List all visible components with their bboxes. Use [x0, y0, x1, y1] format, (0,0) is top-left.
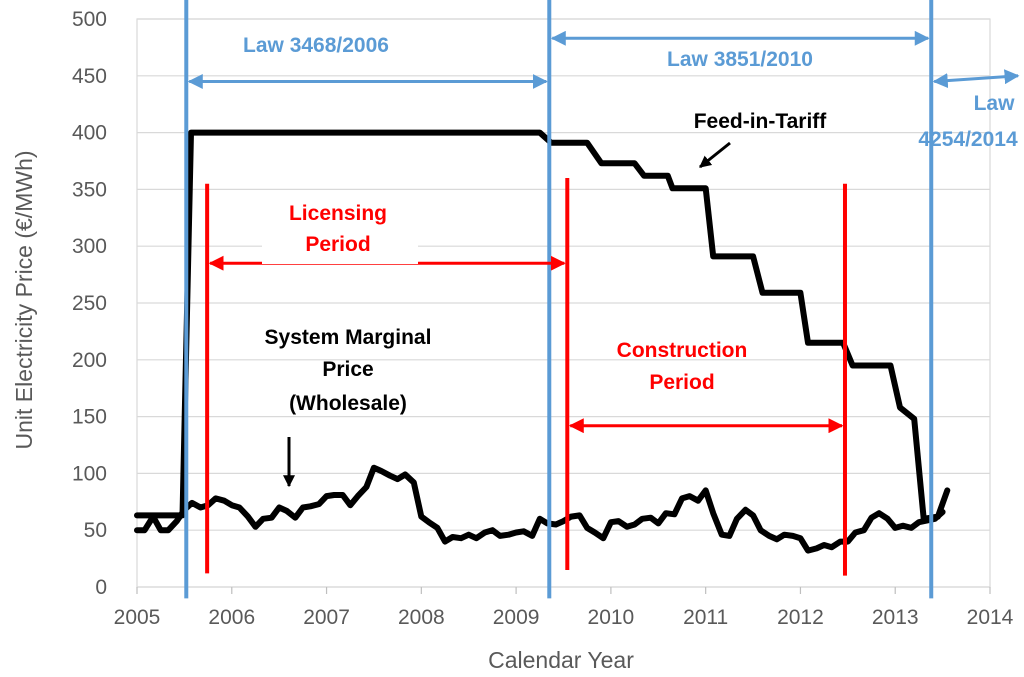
y-tick-500: 500 [72, 8, 107, 31]
construction-label-line2: Period [649, 371, 714, 394]
y-tick-400: 400 [72, 122, 107, 145]
axes [136, 18, 991, 594]
licensing-label-line1: Licensing [289, 202, 387, 225]
y-axis-label: Unit Electricity Price (€/MWh) [11, 150, 37, 449]
fit-arrow [699, 141, 731, 169]
x-tick-labels: 2005 2006 2007 2008 2009 2010 2011 2012 2013 2014 [114, 606, 1014, 629]
y-tick-300: 300 [72, 235, 107, 258]
fit-label: Feed-in-Tariff [694, 110, 828, 133]
y-tick-0: 0 [95, 576, 107, 599]
x-tick-2007: 2007 [303, 606, 350, 629]
y-tick-450: 450 [72, 65, 107, 88]
x-tick-2008: 2008 [398, 606, 445, 629]
smp-label-line1: System Marginal [265, 326, 432, 349]
x-tick-2011: 2011 [683, 606, 728, 629]
x-tick-2009: 2009 [493, 606, 540, 629]
y-tick-100: 100 [72, 462, 107, 485]
x-tick-2006: 2006 [208, 606, 255, 629]
span-arrow-law-4254 [932, 69, 1020, 89]
x-tick-2012: 2012 [777, 606, 824, 629]
licensing-label-bg [262, 196, 418, 264]
law-3851-label: Law 3851/2010 [667, 48, 813, 71]
y-tick-50: 50 [84, 519, 107, 542]
gridlines [137, 18, 990, 588]
series-lines [134, 129, 951, 554]
law-4254-label-line1: Law [974, 92, 1016, 115]
x-tick-2014: 2014 [967, 606, 1014, 629]
y-tick-350: 350 [72, 178, 107, 201]
smp-label-line3: (Wholesale) [289, 392, 407, 415]
feed-in-tariff-line [134, 129, 951, 522]
law-4254-label-line2: 4254/2014 [918, 128, 1018, 151]
plot-frame [136, 18, 991, 588]
construction-label-line1: Construction [617, 339, 748, 362]
x-tick-2005: 2005 [114, 606, 161, 629]
y-tick-200: 200 [72, 349, 107, 372]
licensing-label-line2: Period [305, 233, 370, 256]
x-tick-2013: 2013 [872, 606, 919, 629]
x-axis-label: Calendar Year [488, 647, 634, 673]
system-marginal-price-line [134, 464, 946, 554]
x-tick-2010: 2010 [588, 606, 635, 629]
vertical-markers [184, 0, 934, 599]
y-tick-250: 250 [72, 292, 107, 315]
y-tick-150: 150 [72, 406, 107, 429]
y-tick-labels: 0 50 100 150 200 250 300 350 400 450 500 [72, 8, 107, 599]
law-3468-label: Law 3468/2006 [243, 34, 389, 57]
smp-label-line2: Price [322, 358, 373, 381]
